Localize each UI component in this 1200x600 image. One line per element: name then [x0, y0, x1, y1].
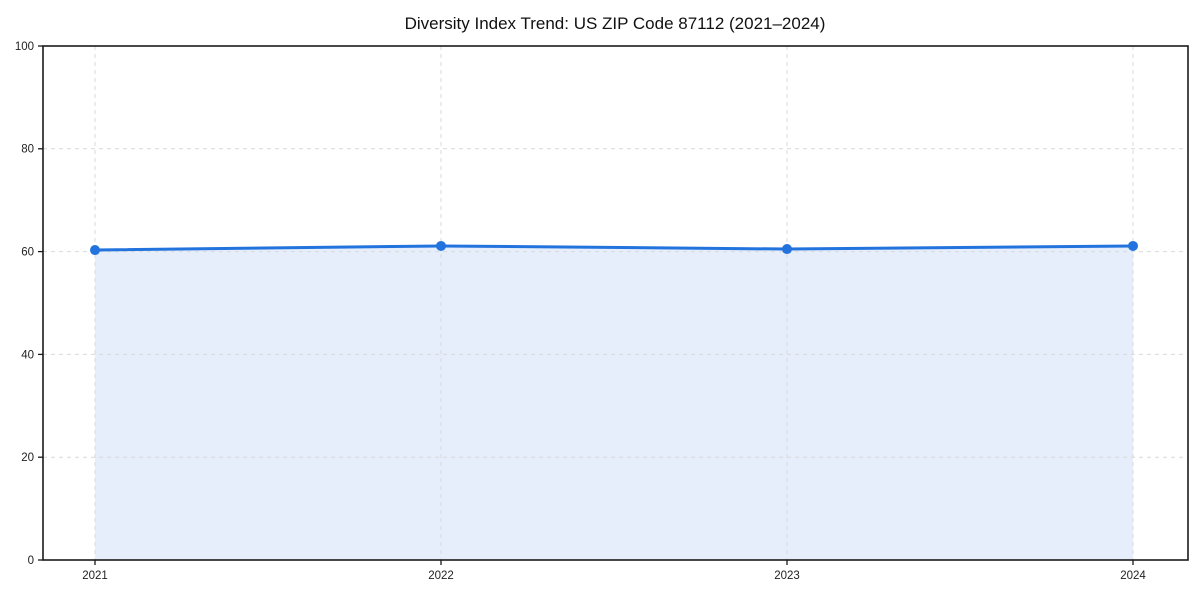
y-tick-label: 60	[21, 247, 34, 259]
plot-area: 0 20 40 60 80 100 2021 2022 2023 2024	[15, 41, 1189, 582]
y-tick-label: 0	[28, 555, 34, 567]
trend-line	[93, 244, 1135, 252]
y-tick-label: 80	[21, 144, 34, 156]
data-point	[90, 245, 100, 256]
data-point	[436, 240, 446, 251]
data-point	[1128, 240, 1138, 251]
area-fill	[95, 245, 1133, 561]
x-tick-label: 2021	[82, 570, 108, 582]
y-tick-label: 40	[21, 349, 34, 361]
x-tick-label: 2024	[1120, 570, 1146, 582]
chart-title: Diversity Index Trend: US ZIP Code 87112…	[405, 14, 826, 33]
y-tick-label: 100	[15, 41, 34, 53]
x-tick-label: 2023	[774, 570, 800, 582]
x-tick-label: 2022	[428, 570, 454, 582]
data-point	[782, 244, 792, 255]
axes-spine	[42, 45, 1189, 561]
y-tick-label: 20	[21, 452, 34, 464]
